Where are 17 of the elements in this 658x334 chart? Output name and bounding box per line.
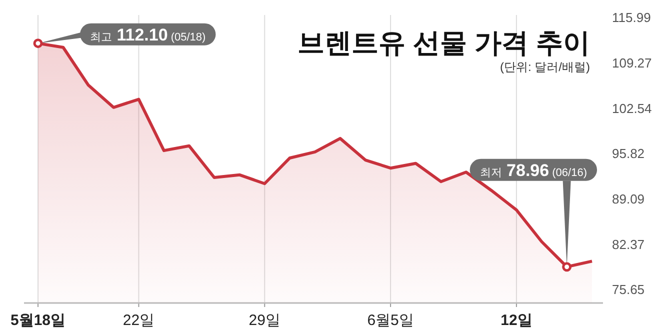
annotation: 최저 78.96 (06/16) [470,158,597,272]
annotation: 최고 112.10 (05/18) [90,25,206,44]
x-tick-label: 22일 [122,312,155,329]
y-tick-label: 75.65 [612,282,645,298]
x-tick-label: 6월5일 [367,312,414,329]
annotation: 최저 78.96 (06/16) [480,160,588,180]
x-tick-label: 29일 [248,312,280,329]
x-tick-label: 12일 [500,312,532,329]
y-tick-label: 109.27 [612,55,652,70]
y-tick-label: 115.99 [612,10,651,26]
y-tick-label: 102.54 [612,100,652,116]
x-tick-label: 5월18일 [10,312,66,329]
text: 브렌트유 선물 가격 추이 [297,28,590,58]
y-tick-label: 89.09 [612,192,645,207]
y-tick-label: 82.37 [612,236,645,252]
y-tick-label: 95.82 [612,146,645,162]
text: (단위: 달러/배럴) [500,60,590,74]
